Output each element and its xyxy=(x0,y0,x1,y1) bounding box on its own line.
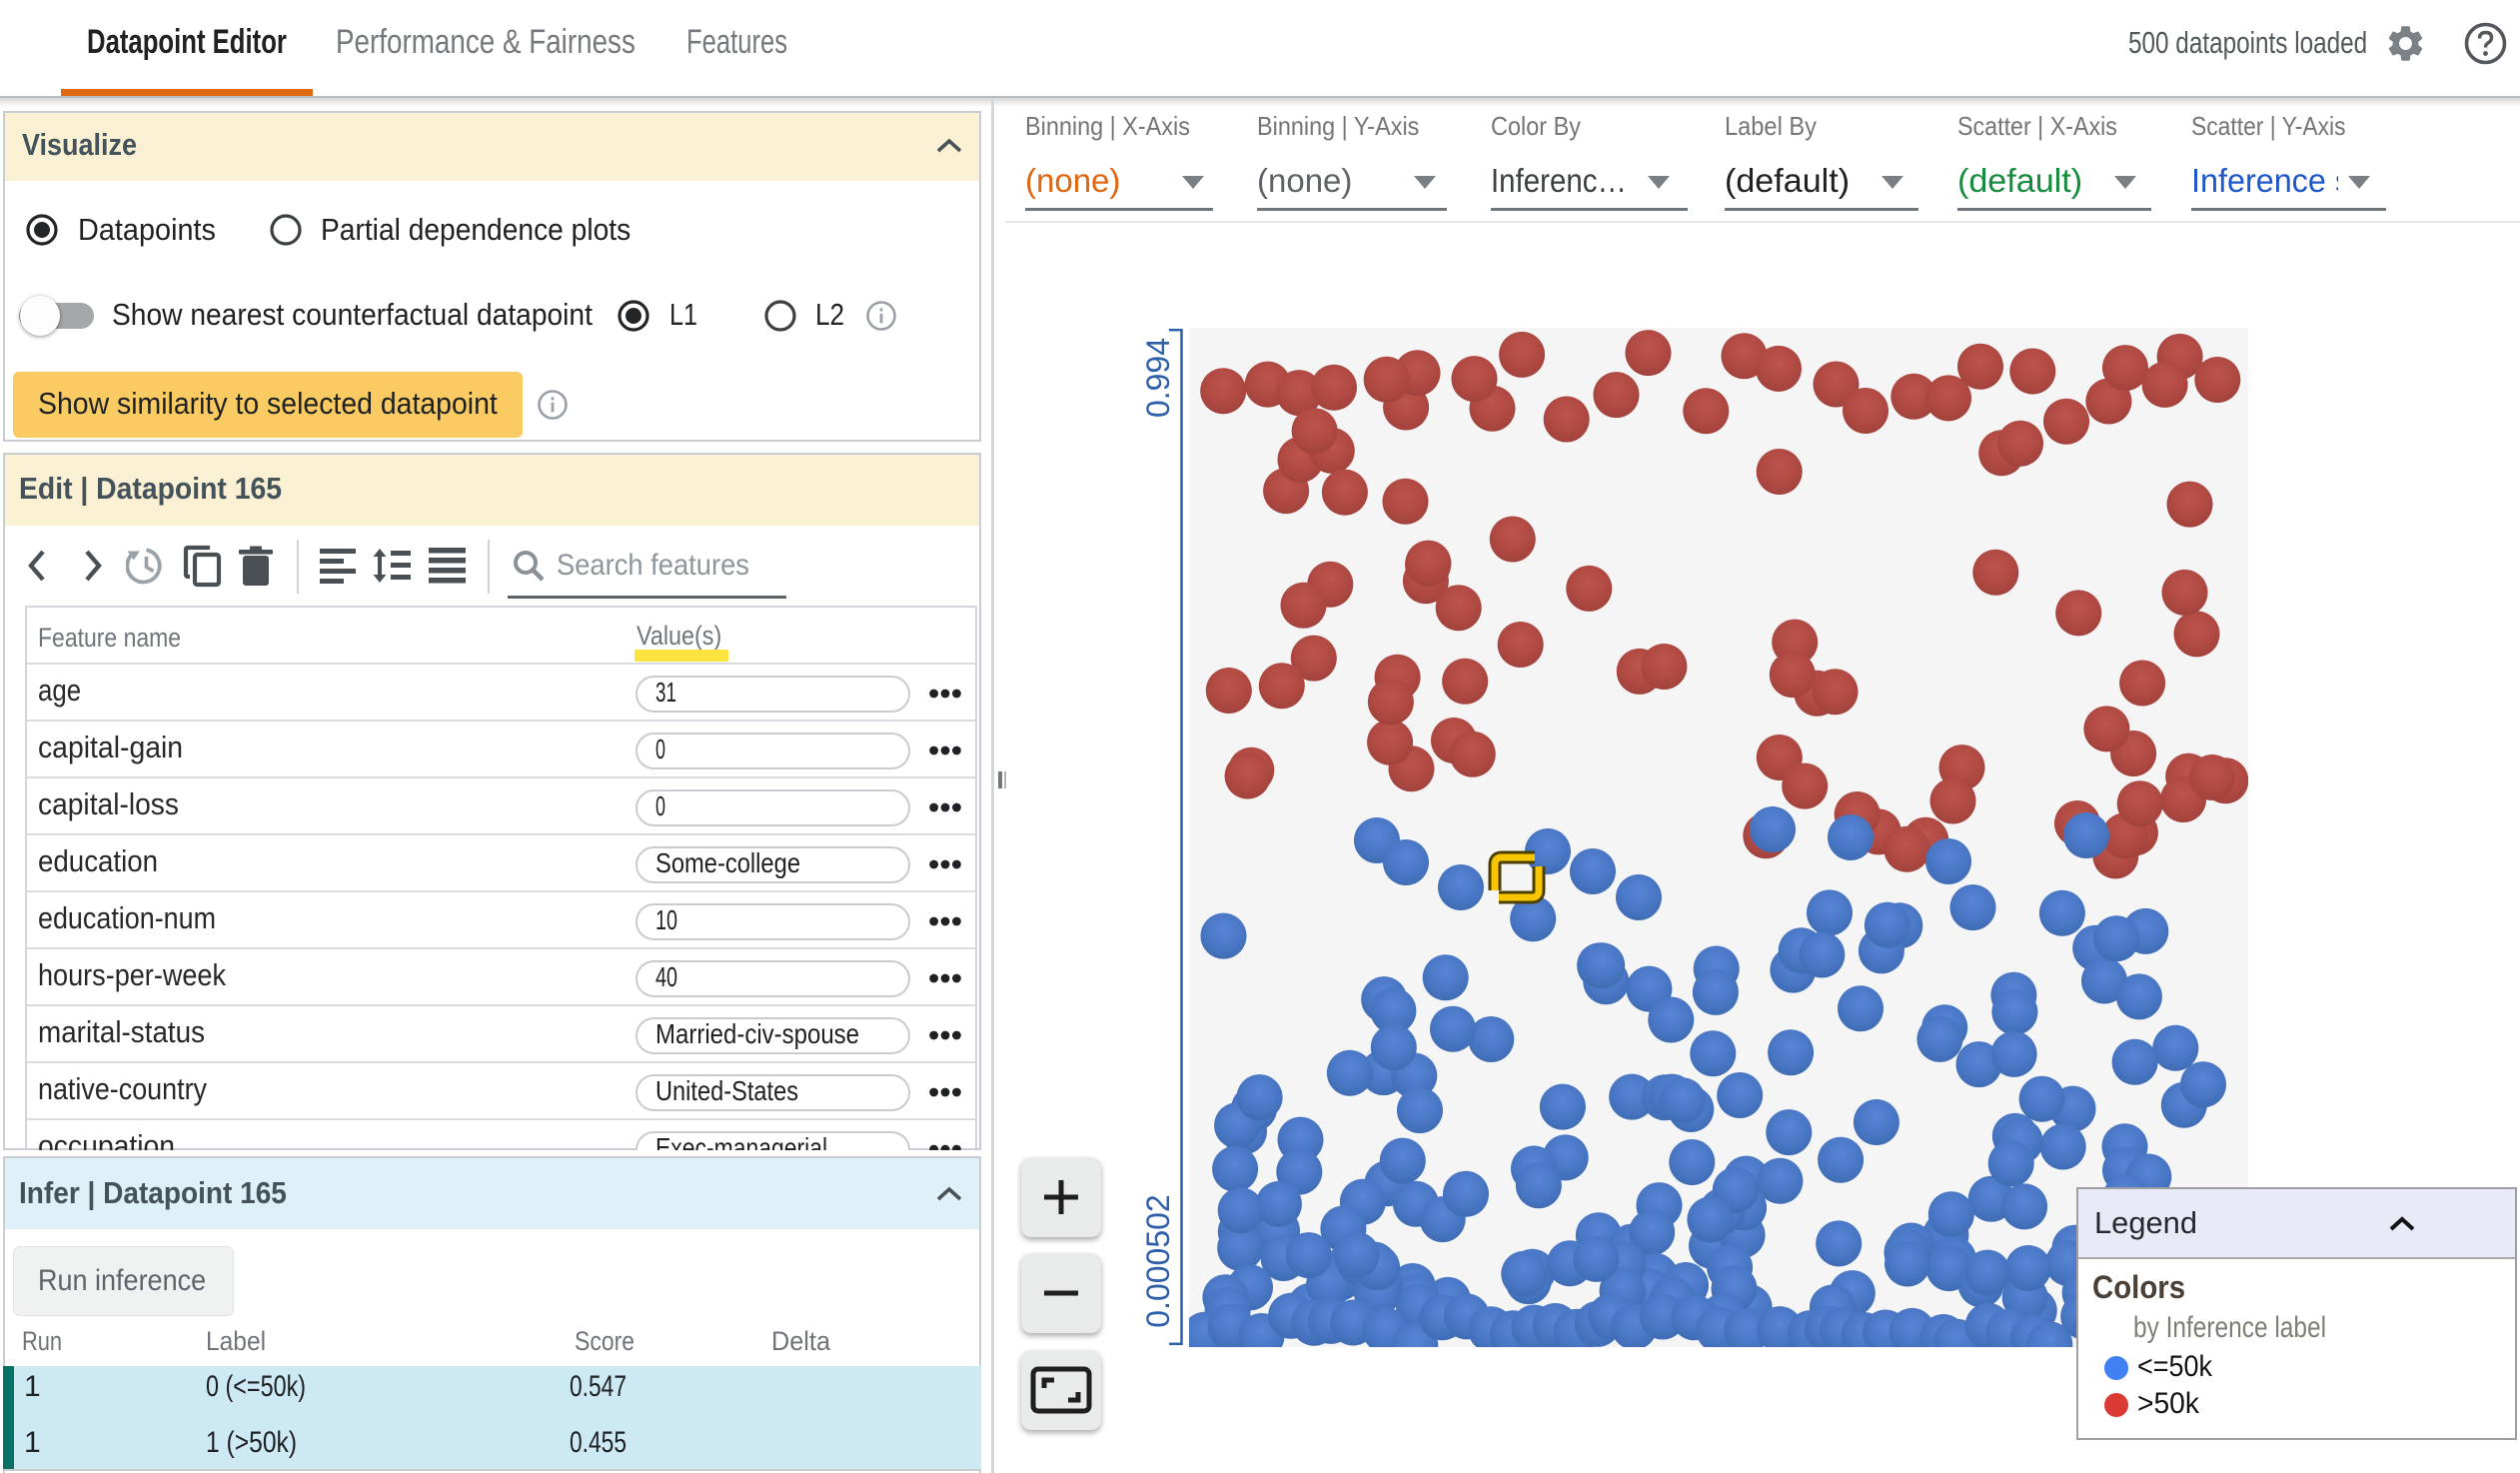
svg-text:0.000502: 0.000502 xyxy=(1140,1194,1176,1327)
svg-text:0.994: 0.994 xyxy=(1140,338,1176,418)
